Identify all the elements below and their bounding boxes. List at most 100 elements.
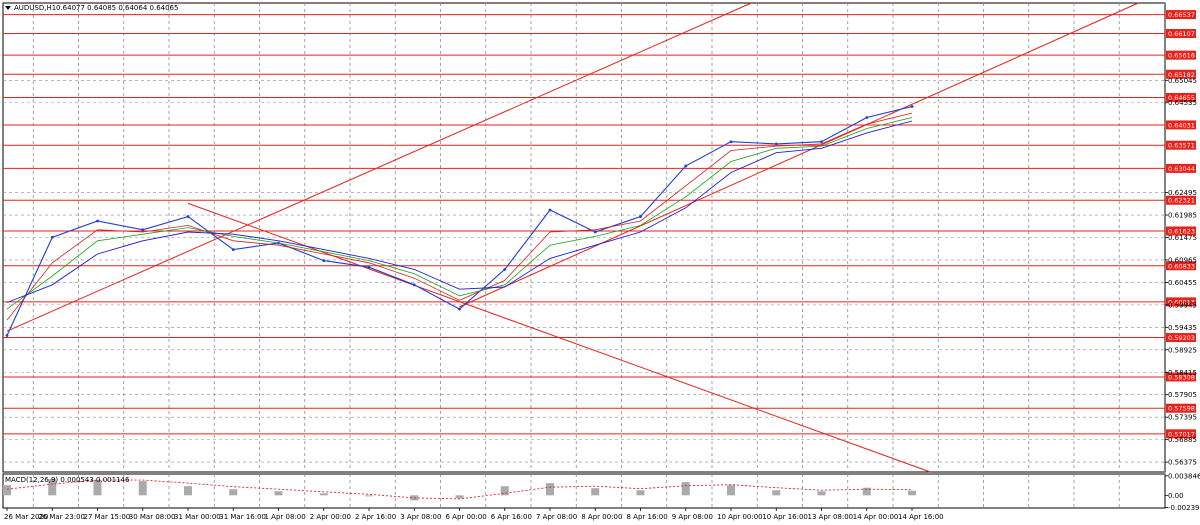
x-tick-label: 14 Apr 16:00 xyxy=(898,513,944,521)
y-tick-label: 0.64535 xyxy=(1168,99,1197,107)
level-label: 0.60833 xyxy=(1168,262,1195,270)
level-label: 0.61623 xyxy=(1168,227,1195,235)
macd-y-tick-label: 0.003846 xyxy=(1168,472,1200,480)
macd-hist-bar xyxy=(319,493,328,496)
price-point xyxy=(50,235,54,239)
price-point xyxy=(684,164,688,168)
level-label-bg xyxy=(1166,333,1196,343)
price-point xyxy=(593,230,597,234)
ma-mid-line xyxy=(6,117,913,310)
price-point xyxy=(458,307,461,311)
price-point xyxy=(820,140,823,144)
x-tick-label: 13 Apr 08:00 xyxy=(808,513,854,521)
macd-hist-bar xyxy=(365,495,373,497)
level-label: 0.66107 xyxy=(1168,30,1195,38)
x-tick-label: 8 Apr 16:00 xyxy=(627,513,668,521)
level-label-bg xyxy=(1166,403,1196,413)
ohlc-label: 0.64077 0.64085 0.64064 0.64065 xyxy=(56,4,178,12)
grid-layer xyxy=(3,3,1165,508)
macd-series xyxy=(3,479,916,501)
level-label-bg xyxy=(1166,261,1196,271)
level-label: 0.58308 xyxy=(1168,373,1195,381)
level-label-bg xyxy=(1166,372,1196,382)
macd-y-tick-label: 0.00 xyxy=(1168,492,1184,500)
x-tick-label: 2 Apr 00:00 xyxy=(310,513,351,521)
price-point xyxy=(96,219,99,223)
y-tick-label: 0.59435 xyxy=(1168,324,1197,332)
macd-hist-bar xyxy=(727,485,735,496)
ma-slow-line xyxy=(6,120,913,303)
macd-hist-bar xyxy=(681,482,690,496)
macd-hist-bar xyxy=(138,481,147,496)
macd-hist-bar xyxy=(908,490,916,496)
y-tick-label: 0.59945 xyxy=(1168,301,1197,309)
level-label: 0.65616 xyxy=(1168,52,1195,60)
y-tick-label: 0.65045 xyxy=(1168,77,1197,85)
x-tick-label: 2 Apr 16:00 xyxy=(355,513,396,521)
macd-signal-line xyxy=(6,479,913,500)
macd-hist-bar xyxy=(546,483,554,496)
x-tick-label: 9 Apr 08:00 xyxy=(672,513,713,521)
level-label: 0.66537 xyxy=(1168,11,1195,19)
price-point xyxy=(729,140,733,144)
level-label-bg xyxy=(1166,10,1196,20)
y-tick-label: 0.58925 xyxy=(1168,346,1197,354)
price-point xyxy=(141,228,145,232)
x-tick-label: 14 Apr 00:00 xyxy=(853,513,899,521)
trendline xyxy=(187,202,931,473)
chart-header: AUDUSD,H1 0.64077 0.64085 0.64064 0.6406… xyxy=(5,4,178,12)
y-tick-label: 0.62495 xyxy=(1168,189,1197,197)
x-tick-label: 31 Mar 00:00 xyxy=(174,513,221,521)
level-label-bg xyxy=(1166,429,1196,439)
macd-hist-bar xyxy=(274,491,283,496)
price-point xyxy=(186,215,190,218)
macd-hist-bar xyxy=(500,486,509,496)
level-label-bg xyxy=(1166,69,1196,79)
macd-hist-bar xyxy=(48,479,57,496)
ma-fast-line xyxy=(6,112,913,321)
level-label: 0.59203 xyxy=(1168,334,1195,342)
symbol-label: AUDUSD,H1 xyxy=(14,4,56,12)
level-label-bg xyxy=(1166,29,1196,39)
x-tick-label: 30 Mar 08:00 xyxy=(129,513,176,521)
macd-hist-bar xyxy=(591,488,600,496)
price-point xyxy=(503,268,507,271)
level-label: 0.57017 xyxy=(1168,430,1195,438)
macd-plot-area[interactable] xyxy=(2,473,1166,509)
level-label-bg xyxy=(1166,50,1196,60)
macd-label: MACD(12,26,9) 0.000543 0.001146 xyxy=(5,476,130,484)
x-tick-label: 31 Mar 16:00 xyxy=(219,513,266,521)
x-tick-label: 10 Apr 16:00 xyxy=(762,513,808,521)
x-tick-label: 27 Mar 15:00 xyxy=(84,513,131,521)
macd-y-tick-label: -0.002395 xyxy=(1168,504,1200,512)
macd-hist-bar xyxy=(772,490,781,496)
macd-hist-bar xyxy=(229,489,238,496)
price-point xyxy=(910,105,914,108)
macd-hist-bar xyxy=(862,487,871,496)
dropdown-triangle-icon[interactable] xyxy=(5,6,11,10)
level-label: 0.65182 xyxy=(1168,71,1195,79)
y-axis-ticks: 0.65045 0.64535 0.62495 0.61985 0.61475 0.609… xyxy=(1165,77,1200,512)
x-tick-label: 7 Apr 08:00 xyxy=(536,513,577,521)
level-label-bg xyxy=(1166,92,1196,102)
x-tick-label: 8 Apr 00:00 xyxy=(581,513,622,521)
y-tick-label: 0.61985 xyxy=(1168,212,1197,220)
macd-hist-bar xyxy=(636,490,645,496)
level-label: 0.62321 xyxy=(1168,197,1195,205)
price-point xyxy=(5,334,9,337)
macd-hist-bar xyxy=(3,485,11,496)
x-tick-label: 6 Apr 16:00 xyxy=(491,513,532,521)
price-point xyxy=(367,265,371,269)
macd-hist-bar xyxy=(817,491,826,496)
y-tick-label: 0.56375 xyxy=(1168,459,1197,467)
x-tick-label: 6 Apr 00:00 xyxy=(446,513,487,521)
price-point xyxy=(412,283,416,287)
y-tick-label: 0.61475 xyxy=(1168,234,1197,242)
level-label: 0.63044 xyxy=(1168,165,1195,173)
macd-hist-bar xyxy=(184,486,192,496)
level-label-bg xyxy=(1166,163,1196,173)
macd-hist-bar xyxy=(455,495,464,499)
